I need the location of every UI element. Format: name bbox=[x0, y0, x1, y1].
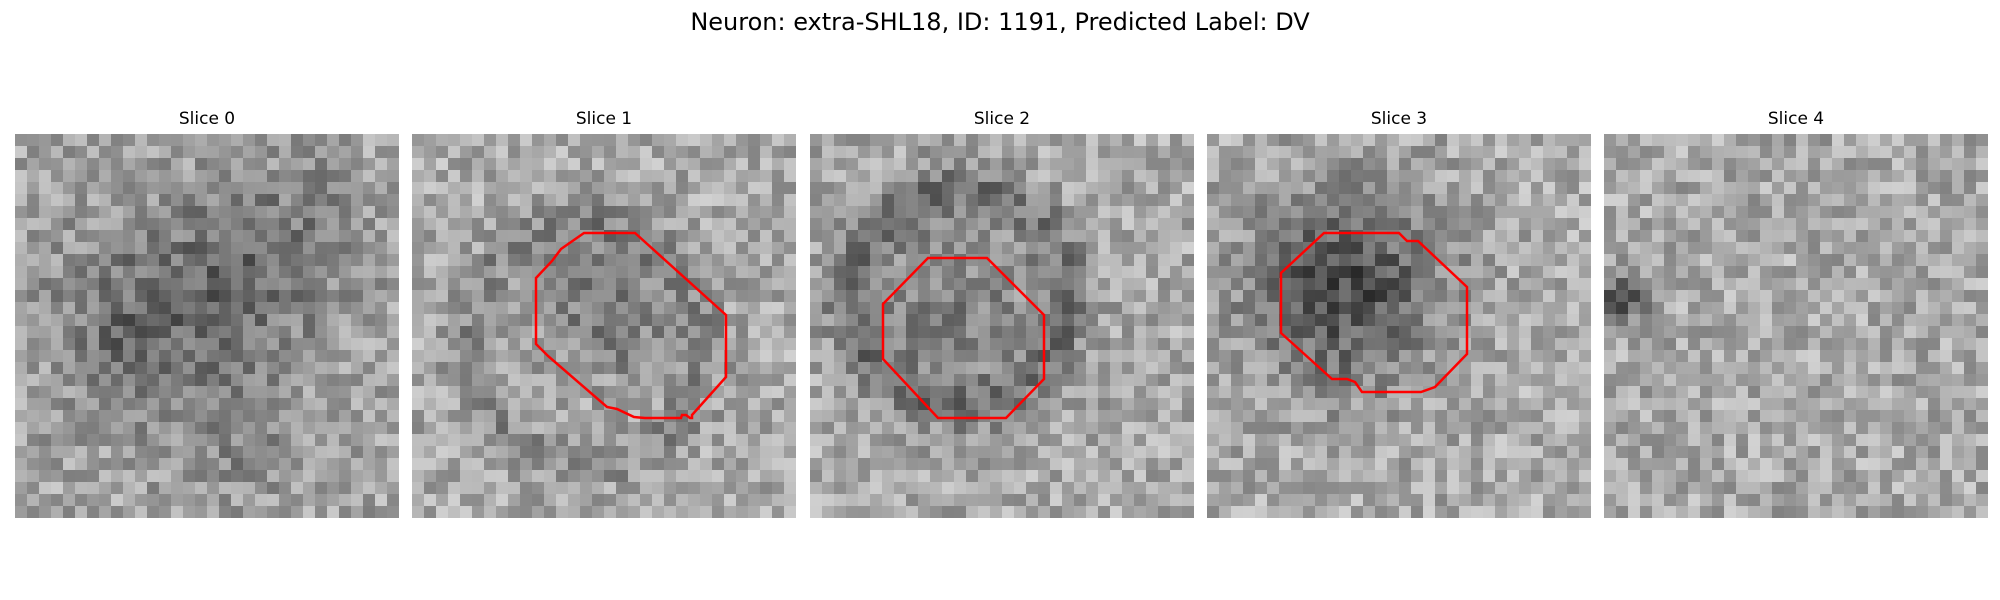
slice-title: Slice 3 bbox=[1370, 109, 1428, 129]
pixel-grid bbox=[1604, 134, 1988, 518]
pixel-grid bbox=[15, 134, 399, 518]
figure-title: Neuron: extra-SHL18, ID: 1191, Predicted… bbox=[690, 8, 1310, 36]
roi-contour bbox=[534, 231, 728, 420]
slice-image bbox=[412, 134, 796, 518]
slice-image bbox=[15, 134, 399, 518]
pixel-grid bbox=[1207, 134, 1591, 518]
slice-title: Slice 4 bbox=[1767, 109, 1825, 129]
roi-contour bbox=[881, 256, 1046, 420]
slice-image bbox=[810, 134, 1194, 518]
slice-image bbox=[1604, 134, 1988, 518]
pixel-grid bbox=[810, 134, 1194, 518]
pixel-grid bbox=[412, 134, 796, 518]
slice-image bbox=[1207, 134, 1591, 518]
slice-title: Slice 1 bbox=[575, 109, 633, 129]
slice-title: Slice 2 bbox=[973, 109, 1031, 129]
slice-title: Slice 0 bbox=[178, 109, 236, 129]
roi-contour bbox=[1279, 231, 1469, 394]
